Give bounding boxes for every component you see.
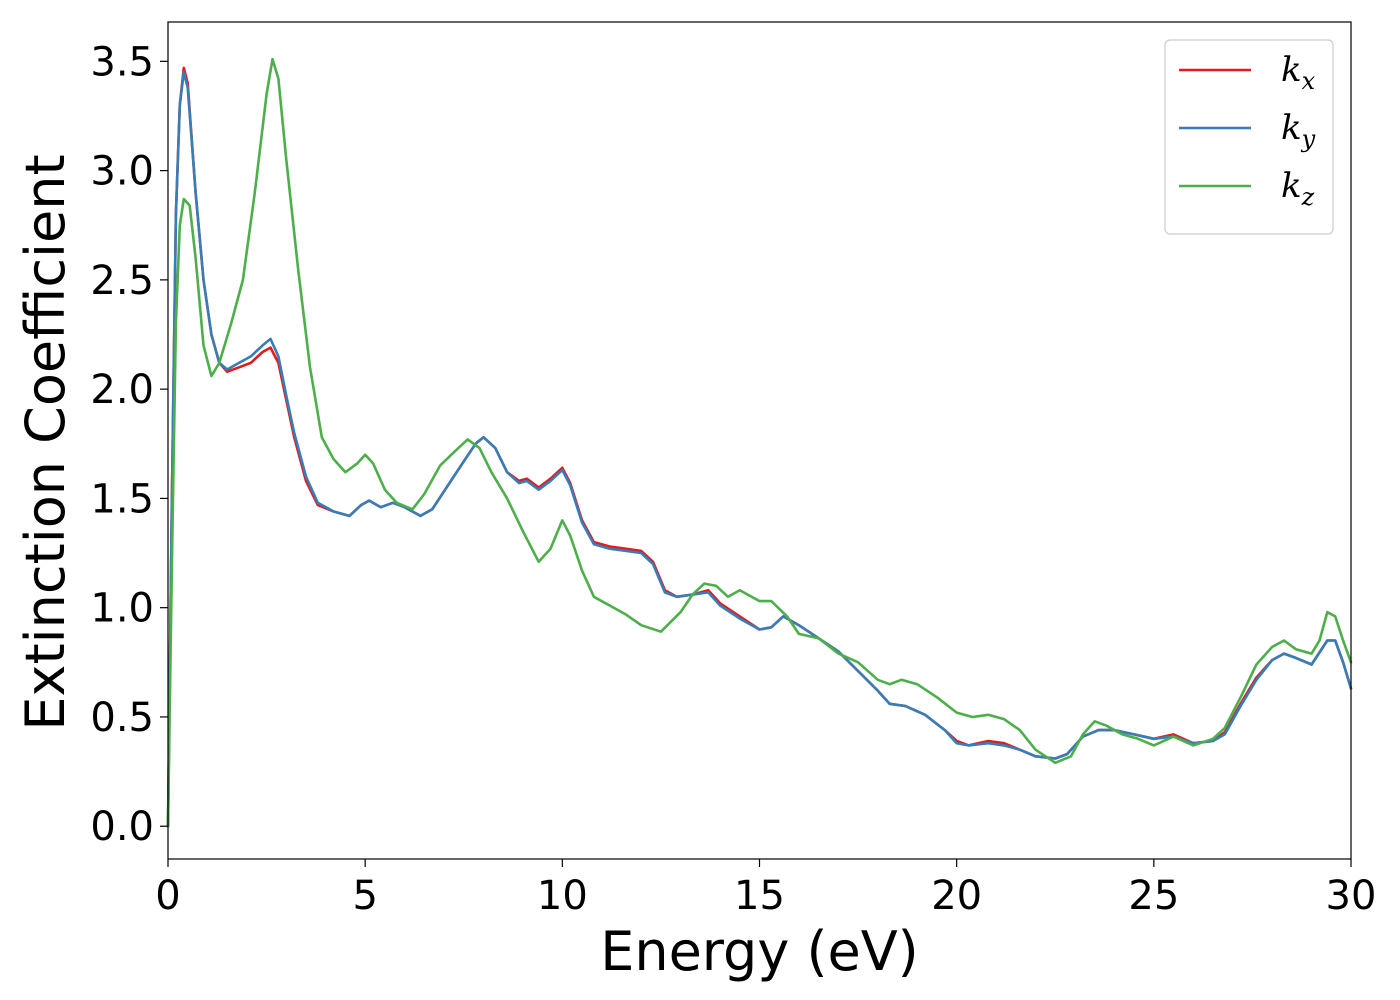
x-tick-label: 15 xyxy=(734,873,785,919)
x-tick-label: 0 xyxy=(155,873,180,919)
legend-label-base: k xyxy=(1281,50,1302,90)
y-tick-label: 0.0 xyxy=(90,804,154,850)
y-axis-title: Extinction Coefficient xyxy=(14,154,77,730)
legend-label-subscript: x xyxy=(1302,67,1316,95)
y-tick-label: 3.5 xyxy=(90,39,154,85)
x-tick-label: 5 xyxy=(352,873,377,919)
y-tick-label: 3.0 xyxy=(90,149,154,195)
legend-label-base: k xyxy=(1281,166,1302,206)
y-tick-label: 2.5 xyxy=(90,258,154,304)
series-line-y xyxy=(166,71,1353,828)
legend-label-subscript: y xyxy=(1301,125,1316,153)
legend-label-y: ky xyxy=(1281,108,1316,153)
x-tick-label: 10 xyxy=(537,873,588,919)
x-tick-label: 20 xyxy=(931,873,982,919)
x-axis: 0 5 10 15 20 25 30 xyxy=(155,859,1376,919)
y-axis: 0.0 0.5 1.0 1.5 2.0 2.5 3.0 3.5 xyxy=(90,39,168,850)
legend-label-z: kz xyxy=(1281,166,1315,211)
series-line-z xyxy=(166,57,1353,828)
legend-label-subscript: z xyxy=(1301,183,1315,211)
legend-label-x: kx xyxy=(1281,50,1316,95)
legend-label-base: k xyxy=(1281,108,1302,148)
x-axis-title: Energy (eV) xyxy=(600,920,919,983)
series-layer xyxy=(166,57,1353,828)
x-tick-label: 30 xyxy=(1326,873,1377,919)
x-tick-label: 25 xyxy=(1128,873,1179,919)
y-tick-label: 1.0 xyxy=(90,586,154,632)
y-tick-label: 0.5 xyxy=(90,695,154,741)
y-tick-label: 2.0 xyxy=(90,367,154,413)
y-tick-label: 1.5 xyxy=(90,476,154,522)
